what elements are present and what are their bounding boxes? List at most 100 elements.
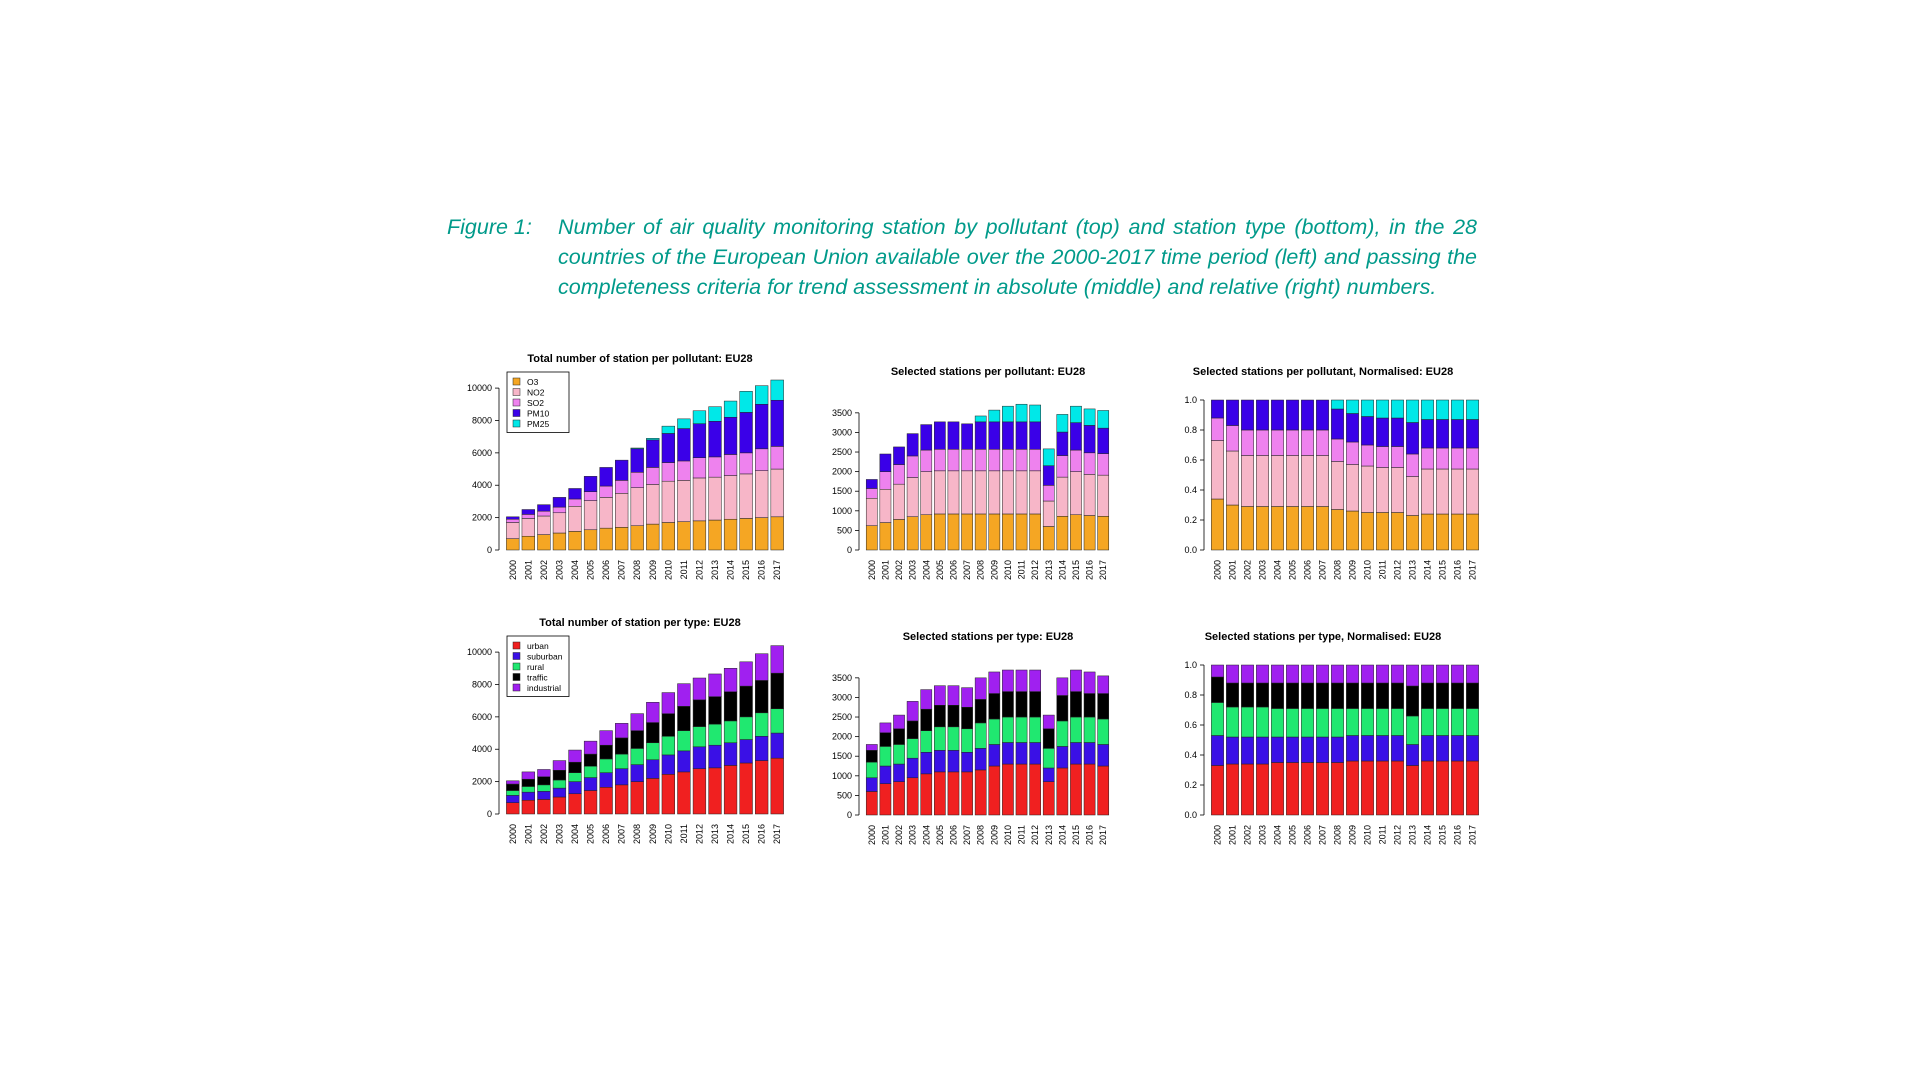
bar-segment-urban-2009 — [988, 765, 1001, 816]
bar-segment-so2-2007 — [961, 449, 973, 472]
bar-segment-pm10-2003 — [552, 497, 567, 508]
bar-segment-no2-2005 — [583, 500, 598, 531]
bar-segment-rural-2012 — [692, 726, 707, 748]
bar-segment-suburban-2001 — [521, 791, 535, 801]
y-tick-label: 500 — [837, 790, 852, 800]
bar-segment-no2-2017 — [1466, 468, 1479, 515]
x-tick-label: 2005 — [586, 560, 596, 580]
bar-segment-pm25-2010 — [1002, 405, 1014, 423]
bar-segment-industrial-2003 — [552, 760, 567, 771]
bar-segment-no2-2014 — [1056, 476, 1069, 517]
bar-segment-rural-2009 — [988, 718, 1001, 745]
bar-segment-no2-2003 — [552, 512, 567, 534]
y-tick-label: 0.8 — [1184, 425, 1197, 435]
x-tick-label: 2000 — [508, 824, 518, 844]
x-tick-label: 2013 — [710, 824, 720, 844]
bar-segment-o3-2004 — [920, 514, 933, 551]
bar-segment-so2-2012 — [1391, 446, 1404, 468]
bar-segment-rural-2003 — [906, 738, 919, 759]
bar-segment-no2-2000 — [865, 498, 878, 526]
bar-segment-no2-2011 — [1015, 470, 1028, 515]
bar-segment-rural-2004 — [1271, 708, 1284, 738]
x-tick-label: 2015 — [1438, 825, 1448, 845]
x-tick-label: 2016 — [1085, 560, 1095, 580]
bar-segment-pm25-2012 — [692, 410, 707, 424]
bar-segment-industrial-2005 — [583, 740, 598, 755]
bar-segment-traffic-2016 — [755, 680, 769, 714]
bar-segment-so2-2015 — [1436, 447, 1449, 470]
bar-segment-pm10-2008 — [974, 421, 987, 450]
bar-segment-urban-2012 — [1029, 763, 1041, 816]
bar-segment-traffic-2009 — [646, 722, 660, 744]
bar-segment-urban-2003 — [1256, 763, 1269, 816]
bar-segment-traffic-2005 — [1286, 682, 1299, 709]
bar-segment-o3-2012 — [1391, 512, 1404, 551]
bar-segment-pm10-2011 — [1015, 421, 1028, 450]
bar-segment-no2-2016 — [1451, 468, 1464, 515]
bar-segment-pm25-2013 — [1042, 448, 1055, 466]
bar-segment-so2-2000 — [865, 488, 878, 499]
bar-segment-so2-2003 — [906, 455, 919, 478]
bar-segment-so2-2001 — [879, 471, 892, 490]
bar-segment-industrial-2012 — [692, 677, 707, 701]
bar-segment-traffic-2016 — [1083, 693, 1096, 718]
bar-segment-so2-2009 — [1346, 441, 1359, 465]
x-tick-label: 2002 — [894, 560, 904, 580]
bar-segment-no2-2003 — [906, 477, 919, 517]
bar-segment-o3-2013 — [1406, 515, 1419, 551]
bar-segment-no2-2010 — [1002, 470, 1014, 515]
bar-segment-traffic-2015 — [739, 685, 753, 718]
x-tick-label: 2014 — [726, 824, 736, 844]
bar-segment-pm10-2004 — [920, 424, 933, 451]
bar-segment-pm10-2001 — [879, 453, 892, 472]
x-tick-label: 2013 — [1044, 560, 1054, 580]
bar-segment-rural-2006 — [1301, 708, 1314, 738]
bar-segment-urban-2015 — [1070, 763, 1082, 816]
x-tick-label: 2016 — [1453, 825, 1463, 845]
bar-segment-urban-2013 — [1406, 765, 1419, 816]
bar-segment-so2-2004 — [1271, 429, 1284, 456]
bar-segment-o3-2008 — [974, 513, 987, 551]
bar-segment-traffic-2008 — [630, 730, 644, 749]
bar-segment-suburban-2017 — [1466, 735, 1479, 762]
bar-segment-traffic-2017 — [1466, 682, 1479, 709]
bar-segment-urban-2010 — [1361, 760, 1374, 816]
bar-segment-so2-2010 — [1361, 444, 1374, 467]
y-tick-label: 0.0 — [1184, 810, 1197, 820]
x-tick-label: 2009 — [989, 825, 999, 845]
bar-segment-traffic-2017 — [770, 672, 784, 710]
bar-segment-traffic-2008 — [974, 699, 987, 724]
bar-segment-pm25-2012 — [1391, 399, 1404, 419]
bar-segment-so2-2009 — [646, 467, 660, 485]
y-tick-label: 0 — [487, 809, 492, 819]
bar-segment-traffic-2006 — [1301, 682, 1314, 709]
bar-segment-so2-2014 — [1056, 455, 1069, 478]
bar-segment-industrial-2010 — [1361, 664, 1374, 684]
bar-segment-pm25-2015 — [1436, 399, 1449, 420]
bar-segment-rural-2009 — [646, 742, 660, 761]
bar-segment-o3-2009 — [1346, 510, 1359, 551]
bar-segment-pm25-2008 — [1331, 399, 1344, 410]
y-tick-label: 2000 — [832, 732, 852, 742]
bar-segment-no2-2014 — [723, 475, 738, 520]
legend-swatch-pm25 — [512, 419, 521, 428]
bar-segment-suburban-2013 — [1406, 744, 1419, 766]
bar-segment-traffic-2015 — [1436, 682, 1449, 709]
legend-label: industrial — [527, 683, 561, 693]
bar-segment-industrial-2008 — [974, 677, 987, 700]
x-tick-label: 2017 — [772, 560, 782, 580]
y-tick-label: 0.2 — [1184, 780, 1197, 790]
bar-segment-no2-2004 — [920, 471, 933, 515]
bar-segment-industrial-2002 — [893, 714, 905, 730]
bar-segment-traffic-2010 — [1361, 682, 1374, 709]
bar-segment-industrial-2010 — [661, 692, 675, 714]
bar-segment-traffic-2002 — [1241, 682, 1254, 708]
bar-segment-industrial-2017 — [1466, 664, 1479, 684]
bar-segment-suburban-2011 — [1015, 742, 1028, 765]
bar-segment-o3-2014 — [723, 518, 738, 551]
bar-segment-so2-2002 — [893, 464, 905, 485]
bar-segment-so2-2017 — [1097, 453, 1110, 476]
chart-title: Selected stations per pollutant: EU28 — [891, 366, 1085, 378]
bar-segment-pm25-2011 — [1376, 399, 1389, 419]
bar-segment-so2-2006 — [1301, 429, 1314, 456]
